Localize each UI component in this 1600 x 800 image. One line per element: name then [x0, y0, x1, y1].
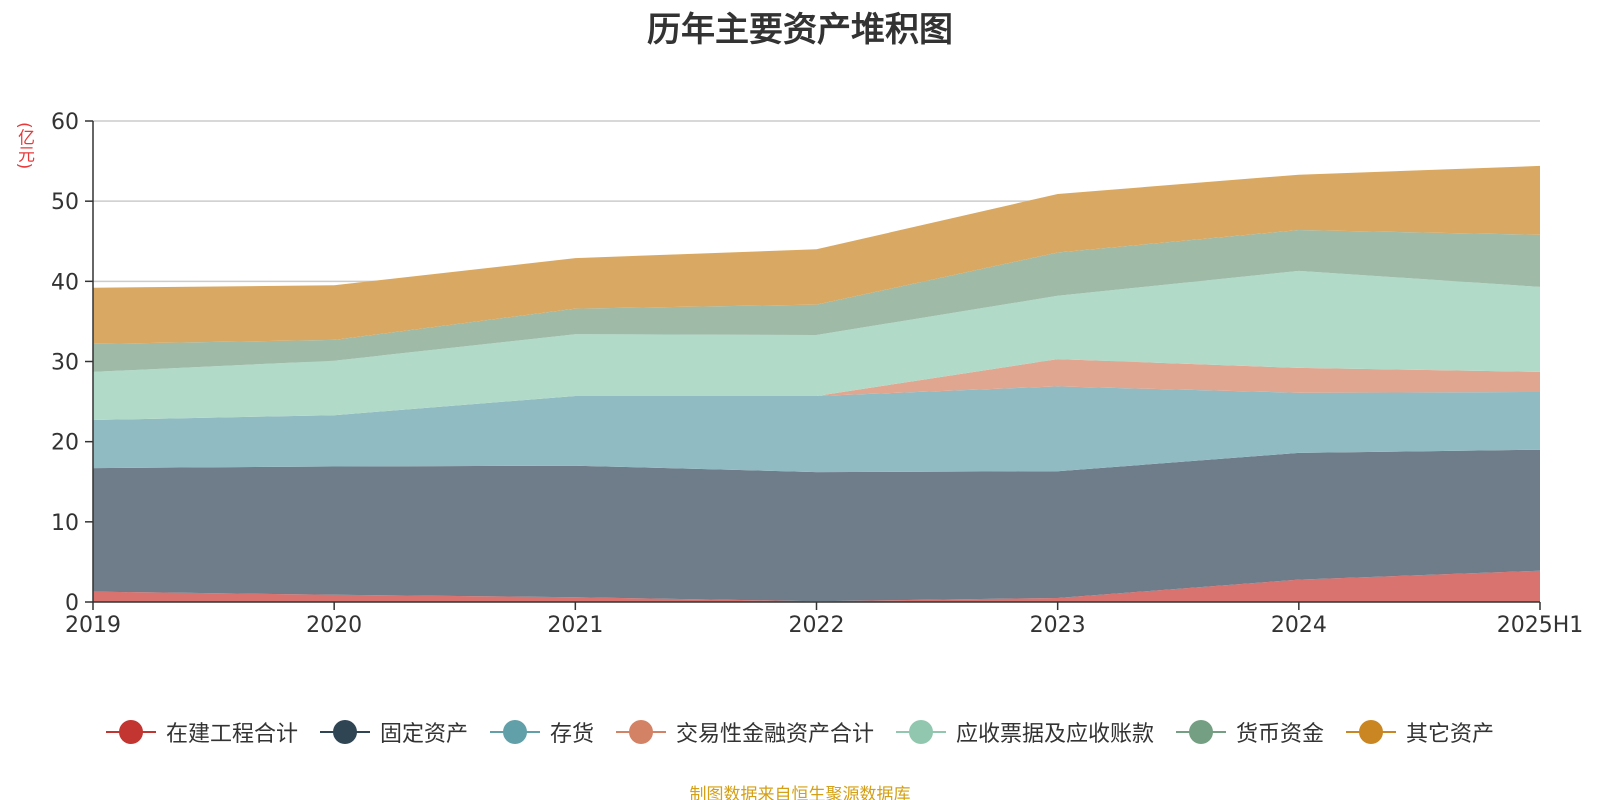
y-tick-label: 60	[51, 110, 79, 135]
x-tick-label: 2021	[547, 613, 603, 638]
area-series-6	[93, 165, 1540, 344]
legend-label: 存货	[549, 722, 594, 747]
y-tick-label: 20	[51, 431, 79, 456]
chart-title: 历年主要资产堆积图	[647, 10, 953, 50]
legend-item-2[interactable]: 存货	[489, 716, 594, 748]
legend-item-0[interactable]: 在建工程合计	[105, 716, 298, 748]
source-note: 制图数据来自恒生聚源数据库	[689, 785, 911, 800]
legend-label: 应收票据及应收账款	[956, 722, 1155, 747]
y-tick-label: 40	[51, 270, 79, 295]
legend-marker-icon	[896, 719, 946, 745]
x-tick-label: 2025H1	[1497, 613, 1584, 638]
legend-marker-icon	[319, 719, 370, 745]
legend-marker-icon	[489, 719, 540, 745]
area-series-3	[93, 359, 1540, 420]
x-tick-label: 2019	[65, 613, 121, 638]
legend-item-5[interactable]: 货币资金	[1176, 716, 1324, 748]
legend-label: 在建工程合计	[165, 722, 298, 747]
legend-label: 交易性金融资产合计	[675, 722, 874, 747]
legend-marker-icon	[105, 719, 156, 745]
legend-marker-icon	[1346, 719, 1397, 745]
area-series-4	[93, 270, 1540, 420]
area-series-1	[93, 449, 1540, 602]
area-series-0	[93, 570, 1540, 602]
x-tick-label: 2024	[1271, 613, 1327, 638]
legend-label: 货币资金	[1236, 722, 1325, 747]
legend-item-4[interactable]: 应收票据及应收账款	[896, 716, 1154, 748]
x-tick-label: 2022	[789, 613, 845, 638]
legend-marker-icon	[615, 719, 666, 745]
y-tick-label: 30	[51, 351, 79, 376]
y-axis-unit-label: (亿元)	[14, 122, 34, 170]
y-tick-label: 50	[51, 190, 79, 215]
legend-label: 固定资产	[379, 722, 468, 747]
legend-label: 其它资产	[1406, 722, 1495, 747]
legend-item-6[interactable]: 其它资产	[1346, 716, 1494, 748]
legend-item-3[interactable]: 交易性金融资产合计	[615, 716, 874, 748]
area-series-5	[93, 230, 1540, 372]
y-tick-label: 10	[51, 511, 79, 536]
x-tick-label: 2020	[306, 613, 362, 638]
x-tick-label: 2023	[1030, 613, 1086, 638]
legend-item-1[interactable]: 固定资产	[319, 716, 468, 748]
chart-legend: 在建工程合计 固定资产 存货 交易性金融资产合计 应收票据及应收账款 货币资金 其它资产	[0, 716, 1600, 748]
area-series-2	[93, 386, 1540, 473]
legend-marker-icon	[1176, 719, 1227, 745]
y-tick-label: 0	[65, 591, 79, 616]
